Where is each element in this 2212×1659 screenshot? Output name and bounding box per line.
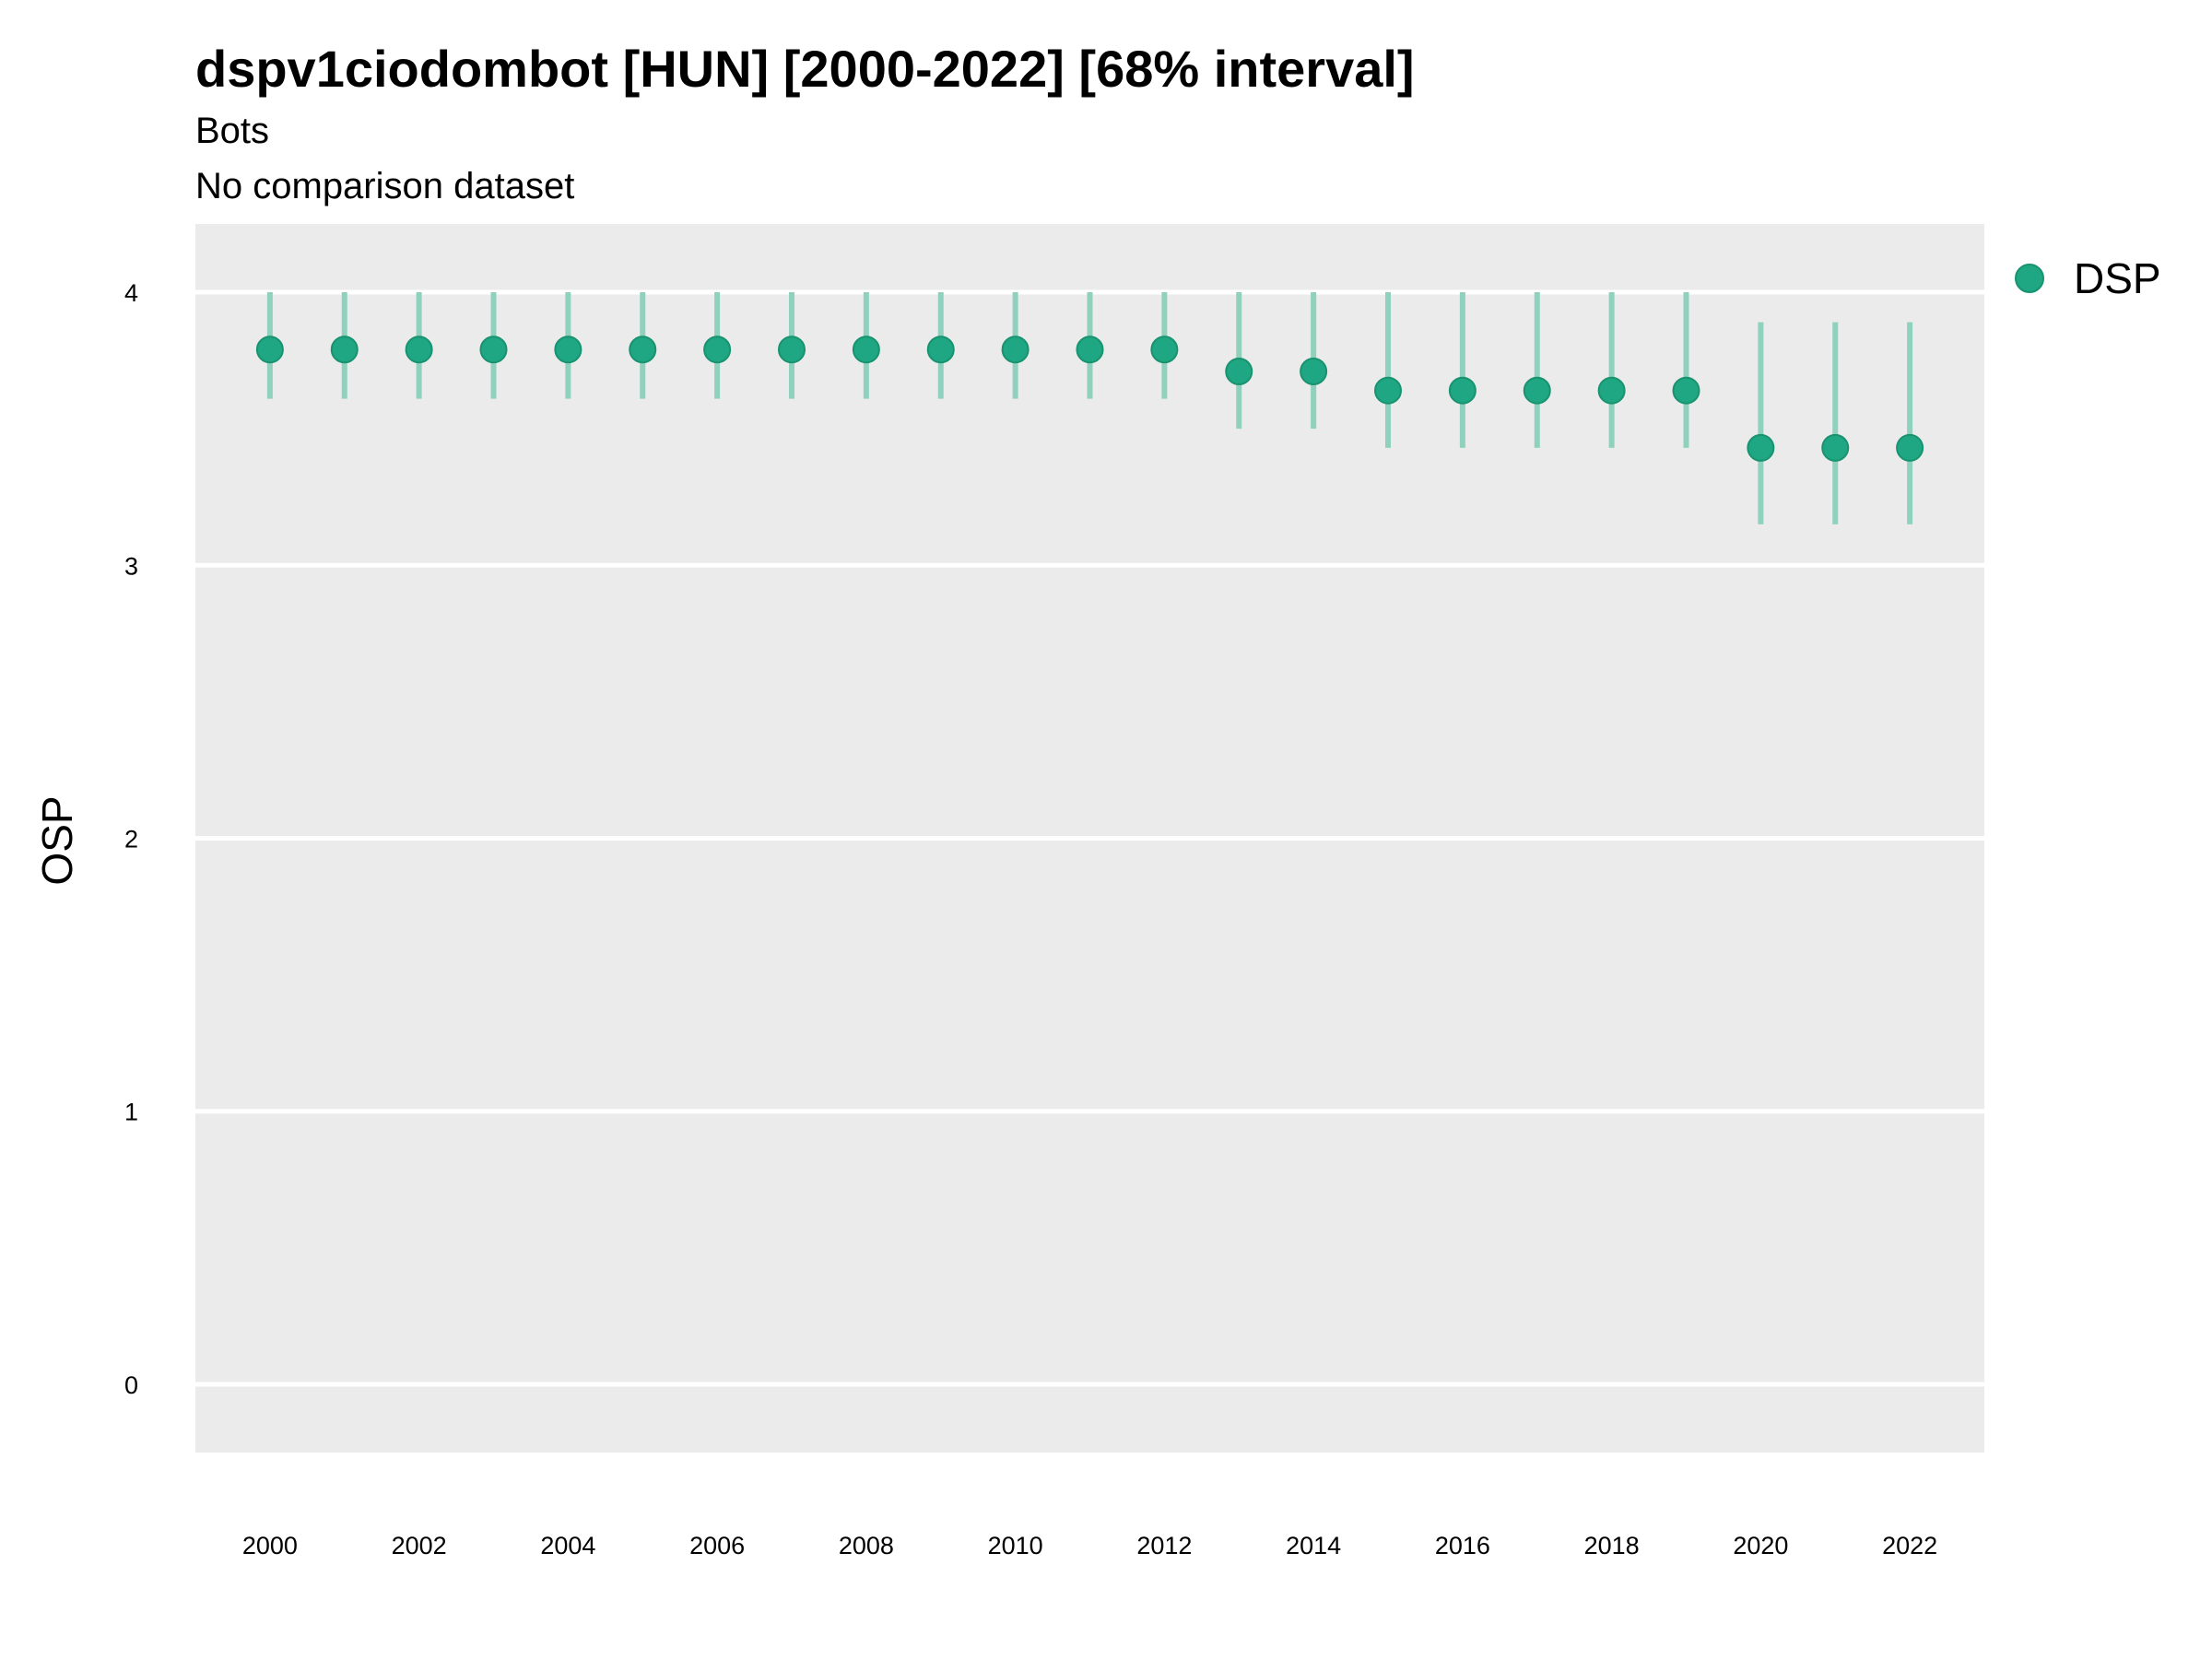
data-point[interactable] [1076,335,1104,364]
data-point[interactable] [1300,357,1328,385]
x-tick-label: 2014 [1286,1532,1341,1559]
legend-key-dsp [2015,264,2044,293]
y-tick-label: 4 [124,279,138,307]
data-point[interactable] [1523,376,1551,405]
data-point[interactable] [778,335,806,364]
data-point[interactable] [1374,376,1402,405]
grid-lines [195,289,1984,1387]
data-point[interactable] [330,335,359,364]
data-point[interactable] [629,335,657,364]
data-point[interactable] [1672,376,1700,405]
data-point[interactable] [1001,335,1030,364]
x-tick-label: 2004 [540,1532,595,1559]
y-axis-title: OSP [33,795,81,885]
x-tick-label: 2002 [392,1532,447,1559]
data-point[interactable] [554,335,582,364]
y-tick-label: 2 [124,826,138,853]
legend[interactable]: DSP [2015,254,2161,302]
data-point[interactable] [852,335,880,364]
x-tick-label: 2008 [839,1532,894,1559]
x-tick-label: 2020 [1733,1532,1788,1559]
data-point[interactable] [1821,433,1850,462]
x-axis-ticks: 2000 2002 2004 2006 2008 2010 2012 2014 2016 2018… [242,1532,1937,1559]
data-point[interactable] [926,335,955,364]
data-point[interactable] [255,335,284,364]
data-point[interactable] [703,335,732,364]
y-axis-ticks: 0 1 2 3 4 [124,279,138,1399]
data-point[interactable] [1896,433,1924,462]
data-points [255,335,1924,462]
chart-title: dspv1ciodombot [HUN] [2000-2022] [68% in… [195,40,1415,98]
y-tick-label: 0 [124,1371,138,1399]
x-tick-label: 2010 [988,1532,1043,1559]
data-point[interactable] [1747,433,1775,462]
chart-subtitle: Bots [195,111,269,151]
y-tick-label: 3 [124,552,138,580]
data-point[interactable] [1150,335,1179,364]
x-tick-label: 2016 [1435,1532,1490,1559]
legend-label-dsp: DSP [2074,254,2161,302]
x-tick-label: 2012 [1136,1532,1192,1559]
y-tick-label: 1 [124,1099,138,1126]
x-tick-label: 2018 [1584,1532,1640,1559]
data-point[interactable] [1597,376,1626,405]
data-point[interactable] [1448,376,1477,405]
data-point[interactable] [479,335,508,364]
data-point[interactable] [405,335,433,364]
x-tick-label: 2006 [689,1532,745,1559]
chart-subtitle-secondary: No comparison dataset [195,166,574,206]
data-point[interactable] [1225,357,1253,385]
x-tick-label: 2022 [1882,1532,1937,1559]
x-tick-label: 2000 [242,1532,298,1559]
